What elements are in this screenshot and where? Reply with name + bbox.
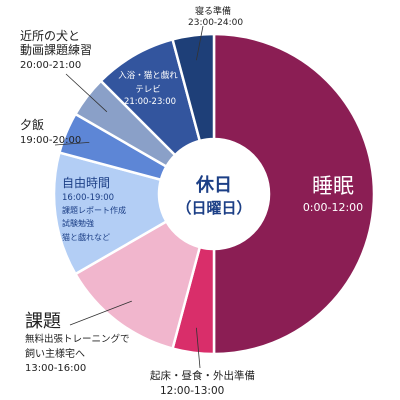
- slice-detail-free-1: 課題レポート作成: [62, 205, 126, 215]
- slice-label-dinner: 夕飯: [20, 117, 44, 132]
- slice-label-task: 課題: [25, 311, 61, 332]
- leader-lines: [54, 25, 204, 369]
- leader-line-2: [69, 300, 132, 326]
- slice-label-bath: 入浴・猫と戯れ: [118, 70, 178, 81]
- slice-detail-task-1: 無料出張トレーニングで: [25, 333, 130, 345]
- slice-time-dinner: 19:00-20:00: [20, 135, 81, 146]
- slice-detail-free-2: 試験勉強: [62, 218, 94, 228]
- leader-line-5: [65, 73, 108, 113]
- slice-detail-task-2: 飼い主様宅へ: [25, 347, 85, 360]
- center-subtitle: （日曜日）: [176, 199, 251, 217]
- slice-3: [52, 151, 169, 276]
- center-title: 休日: [195, 174, 232, 196]
- slice-time-sleep: 0:00-12:00: [303, 201, 363, 214]
- slice-2: [73, 219, 202, 351]
- leader-line-1: [195, 327, 201, 369]
- slice-7: [171, 32, 216, 143]
- slice-time-bed: 23:00-24:00: [188, 18, 243, 28]
- leader-line-7: [195, 25, 204, 61]
- slice-time-free: 16:00-19:00: [62, 193, 114, 203]
- slice-time-dog: 20:00-21:00: [20, 60, 81, 71]
- slice-time-task: 13:00-16:00: [25, 363, 86, 374]
- donut-slices: [52, 32, 376, 356]
- slice-label-free: 自由時間: [62, 176, 110, 190]
- slice-detail-bath: テレビ: [135, 85, 161, 95]
- slice-label-sleep: 睡眠: [312, 174, 354, 198]
- slice-detail-free-3: 猫と戯れなど: [62, 232, 110, 242]
- leader-line-4: [54, 141, 90, 146]
- slice-label-dog-2: 動画課題練習: [20, 42, 92, 57]
- slice-time-bath: 21:00-23:00: [124, 97, 176, 107]
- slice-0: [212, 32, 376, 356]
- slice-label-bed: 寝る準備: [195, 5, 231, 17]
- slice-time-wake: 12:00-13:00: [160, 385, 224, 397]
- slice-label-dog-1: 近所の犬と: [20, 29, 80, 43]
- slice-label-wake: 起床・昼食・外出準備: [150, 369, 255, 382]
